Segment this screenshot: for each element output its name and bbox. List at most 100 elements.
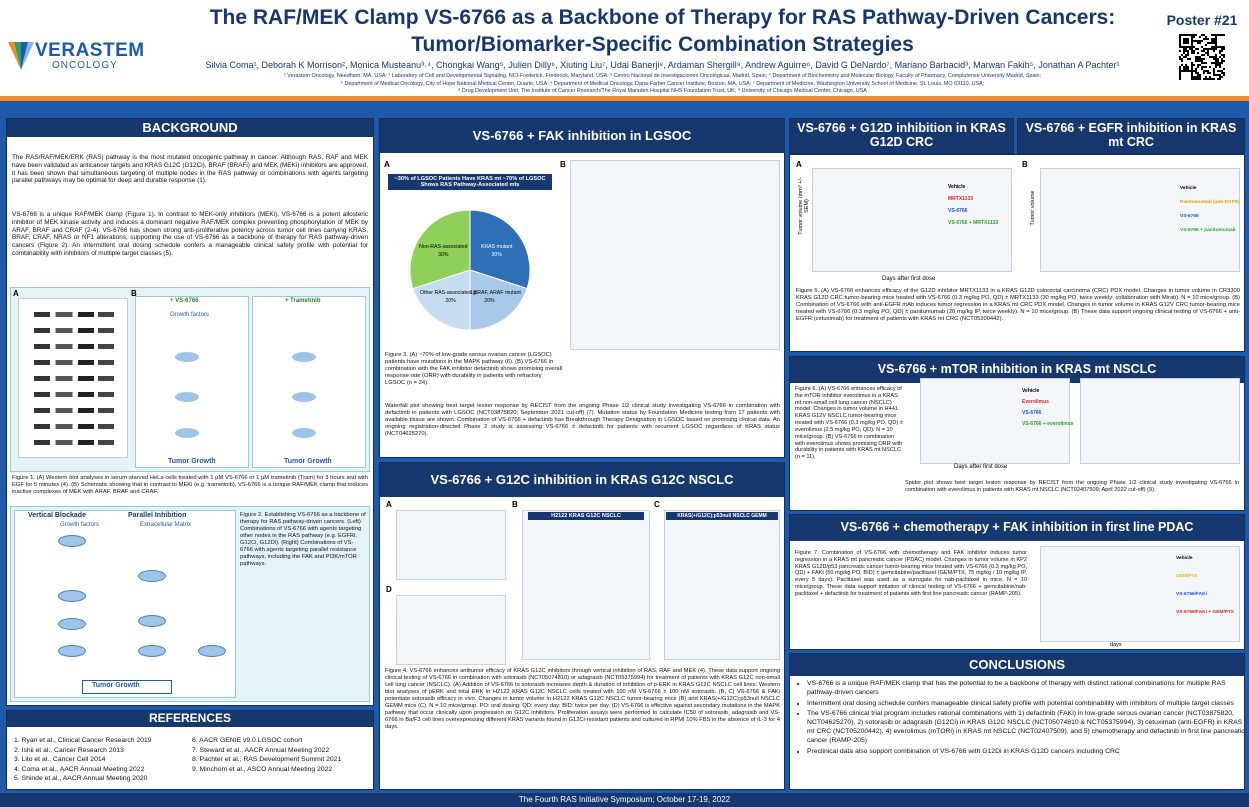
blot-band [34, 408, 114, 413]
qr-cell [1187, 42, 1189, 44]
qr-cell [1197, 42, 1199, 44]
node [138, 570, 166, 582]
qr-cell [1201, 40, 1203, 42]
qr-cell [1179, 76, 1181, 78]
qr-cell [1197, 60, 1199, 62]
qr-cell [1213, 70, 1215, 72]
qr-cell [1203, 58, 1205, 60]
figure-label: B [131, 289, 137, 298]
qr-cell [1195, 78, 1197, 80]
qr-cell [1183, 50, 1185, 52]
qr-cell [1183, 38, 1185, 40]
blot-band [34, 440, 114, 445]
node [58, 535, 86, 547]
qr-cell [1191, 50, 1193, 52]
qr-cell [1183, 46, 1185, 48]
figure-label: B [1022, 160, 1028, 169]
qr-cell [1205, 52, 1207, 54]
pie-label: Non-RAS-associated [419, 244, 468, 250]
qr-cell [1179, 38, 1181, 40]
blot-band [34, 424, 114, 429]
node [58, 590, 86, 602]
pie-label: 30% [438, 252, 449, 258]
text-block: 3. Lito et al., Cancer Cell 2014 [14, 756, 106, 763]
qr-cell [1183, 52, 1185, 54]
figure-area [396, 595, 506, 665]
qr-cell [1179, 68, 1181, 70]
qr-cell [1221, 62, 1223, 64]
qr-cell [1215, 34, 1217, 36]
logo-subtext: ONCOLOGY [52, 60, 118, 71]
qr-cell [1193, 64, 1195, 66]
qr-cell [1197, 76, 1199, 78]
qr-cell [1203, 70, 1205, 72]
qr-cell [1189, 34, 1191, 36]
text-block: Figure 1. (A) Western blot analyses in s… [12, 475, 368, 496]
qr-cell [1179, 78, 1181, 80]
qr-cell [1201, 68, 1203, 70]
qr-cell [1193, 46, 1195, 48]
qr-cell [1197, 72, 1199, 74]
qr-cell [1207, 72, 1209, 74]
pie-label: 20% [484, 298, 495, 304]
qr-cell [1205, 78, 1207, 80]
qr-cell [1191, 52, 1193, 54]
qr-code [1179, 34, 1225, 80]
logo-text: VERASTEM [35, 40, 145, 61]
qr-cell [1185, 38, 1187, 40]
qr-cell [1203, 62, 1205, 64]
qr-cell [1191, 70, 1193, 72]
figure-label: Tumor Growth [92, 682, 140, 689]
qr-cell [1209, 72, 1211, 74]
qr-cell [1185, 68, 1187, 70]
title: The RAF/MEK Clamp VS-6766 as a Backbone … [209, 6, 1116, 29]
qr-cell [1217, 60, 1219, 62]
qr-cell [1219, 78, 1221, 80]
qr-cell [1207, 78, 1209, 80]
qr-cell [1191, 66, 1193, 68]
qr-cell [1199, 40, 1201, 42]
node [292, 428, 316, 438]
qr-cell [1223, 46, 1225, 48]
text-block: Spider plot shows best target lesion res… [905, 480, 1239, 493]
qr-cell [1219, 52, 1221, 54]
qr-cell [1179, 46, 1181, 48]
qr-cell [1195, 34, 1197, 36]
qr-cell [1185, 54, 1187, 56]
figure-label: Parallel Inhibition [128, 512, 187, 519]
qr-cell [1199, 64, 1201, 66]
y-axis-label: Tumor volume [1030, 190, 1036, 226]
qr-cell [1187, 66, 1189, 68]
qr-cell [1209, 48, 1211, 50]
qr-cell [1181, 58, 1183, 60]
text-block: Waterfall plot showing best target lesio… [385, 403, 780, 438]
qr-cell [1179, 40, 1181, 42]
qr-cell [1221, 76, 1223, 78]
text-block: 8. Pachter et al., RAS Development Summi… [192, 756, 342, 763]
figure-label: Panitumumab (anti-EGFR) [1180, 200, 1240, 205]
text-block: 2. Ishii et al., Cancer Research 2013 [14, 746, 124, 754]
qr-cell [1189, 58, 1191, 60]
blot-band [34, 328, 114, 333]
qr-cell [1213, 62, 1215, 64]
header [0, 0, 1249, 96]
qr-cell [1187, 68, 1189, 70]
qr-cell [1221, 54, 1223, 56]
qr-cell [1183, 68, 1185, 70]
qr-cell [1215, 46, 1217, 48]
qr-cell [1179, 74, 1181, 76]
node [58, 645, 86, 657]
qr-cell [1195, 40, 1197, 42]
qr-cell [1187, 58, 1189, 60]
figure-area [1040, 168, 1240, 272]
footer: The Fourth RAS Initiative Symposium; Oct… [0, 793, 1249, 807]
qr-cell [1217, 62, 1219, 64]
qr-cell [1207, 70, 1209, 72]
qr-cell [1213, 72, 1215, 74]
qr-cell [1215, 56, 1217, 58]
qr-cell [1203, 38, 1205, 40]
affiliation: ⁵ Department of Medical Oncology, City o… [340, 80, 985, 87]
qr-cell [1191, 78, 1193, 80]
qr-cell [1183, 48, 1185, 50]
qr-cell [1193, 40, 1195, 42]
